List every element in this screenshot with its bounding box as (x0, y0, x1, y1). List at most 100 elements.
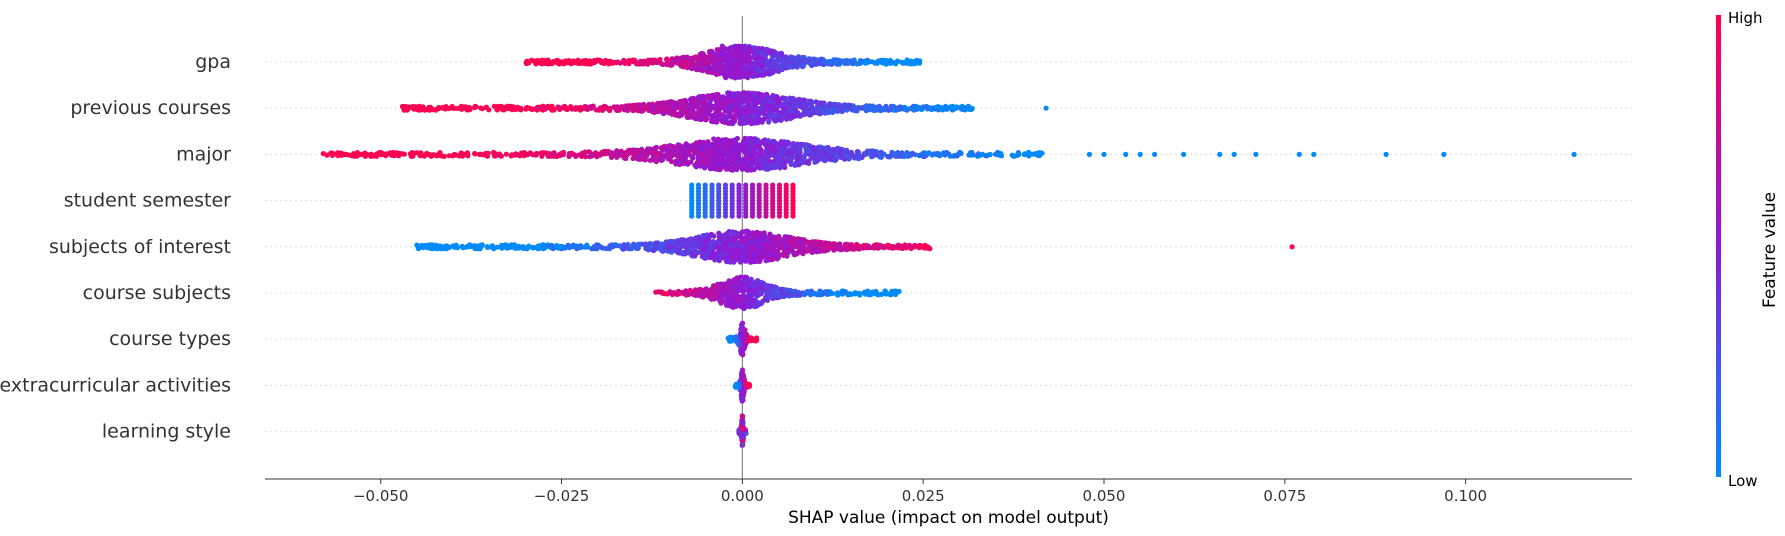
shap-point (1043, 105, 1049, 111)
shap-point (581, 105, 587, 112)
shap-point (585, 244, 591, 250)
shap-point (870, 244, 876, 250)
shap-point (777, 56, 783, 62)
shap-point (691, 145, 697, 151)
shap-point (745, 70, 752, 76)
shap-point (633, 60, 640, 67)
points-layer (320, 43, 1577, 448)
shap-point (649, 109, 656, 115)
shap-point (827, 101, 833, 107)
shap-point (550, 246, 556, 252)
shap-point (387, 151, 393, 157)
shap-point (781, 147, 788, 153)
shap-point (601, 103, 607, 109)
shap-point (491, 246, 497, 252)
shap-point (498, 153, 504, 159)
shap-point (787, 64, 793, 70)
shap-point (807, 58, 813, 64)
shap-point (695, 116, 701, 122)
shap-point (759, 63, 765, 69)
shap-point (755, 53, 761, 59)
shap-point (614, 154, 620, 160)
shap-point (684, 144, 690, 150)
shap-point (925, 106, 931, 112)
shap-point (343, 151, 350, 158)
shap-point (719, 99, 726, 105)
shap-point (975, 151, 982, 157)
shap-point (683, 238, 689, 244)
shap-point (564, 106, 570, 113)
shap-point (749, 140, 755, 146)
shap-point (766, 49, 772, 55)
shap-point (731, 65, 737, 71)
shap-point (745, 250, 751, 256)
shap-point (435, 152, 441, 159)
shap-point (793, 108, 799, 114)
shap-point (801, 156, 807, 162)
shap-point (757, 105, 763, 112)
shap-point (851, 155, 858, 161)
shap-point (803, 159, 809, 166)
shap-point (749, 246, 755, 252)
shap-point (1123, 151, 1129, 157)
shap-point (712, 257, 718, 263)
shap-point (788, 108, 794, 114)
shap-point (910, 150, 916, 156)
shap-point (726, 156, 732, 162)
shap-point (867, 148, 873, 154)
shap-point (854, 61, 860, 67)
shap-point (809, 151, 815, 157)
shap-point (813, 107, 819, 113)
shap-point (1311, 151, 1317, 157)
shap-point (626, 57, 632, 64)
shap-point (706, 237, 712, 243)
shap-point (788, 158, 794, 164)
shap-point (511, 242, 518, 248)
shap-point (643, 148, 649, 154)
shap-point (771, 68, 777, 74)
shap-point (709, 118, 715, 124)
shap-point (645, 60, 651, 66)
shap-point (580, 152, 586, 158)
shap-point (730, 249, 736, 255)
shap-point (881, 151, 887, 157)
shap-point (797, 239, 804, 245)
shap-point (573, 105, 579, 111)
shap-point (694, 160, 700, 166)
shap-point (763, 213, 769, 219)
shap-point (816, 110, 822, 116)
shap-point (597, 152, 603, 158)
shap-point (1253, 151, 1259, 157)
shap-point (542, 60, 548, 66)
shap-point (764, 58, 770, 64)
shap-point (1011, 153, 1017, 159)
shap-point (758, 233, 765, 239)
shap-point (494, 107, 500, 113)
shap-point (418, 107, 424, 113)
shap-point (735, 158, 741, 164)
shap-point (658, 247, 665, 253)
shap-point (1086, 151, 1093, 157)
shap-point (608, 150, 615, 156)
shap-point (998, 153, 1005, 159)
shap-point (782, 234, 788, 240)
shap-point (714, 47, 720, 53)
shap-point (520, 245, 526, 251)
shap-point (781, 105, 787, 111)
shap-point (452, 152, 458, 158)
shap-point (773, 118, 779, 124)
shap-point (662, 102, 668, 108)
shap-point (695, 213, 702, 219)
shap-point (789, 240, 795, 246)
shap-point (678, 99, 684, 105)
shap-point (756, 159, 763, 165)
shap-point (889, 149, 895, 155)
shap-point (713, 92, 719, 98)
shap-point (623, 149, 629, 156)
shap-point (667, 62, 674, 68)
shap-point (537, 243, 543, 249)
shap-point (823, 151, 829, 157)
shap-point (730, 92, 736, 98)
shap-point (754, 144, 760, 150)
shap-point (536, 104, 542, 110)
